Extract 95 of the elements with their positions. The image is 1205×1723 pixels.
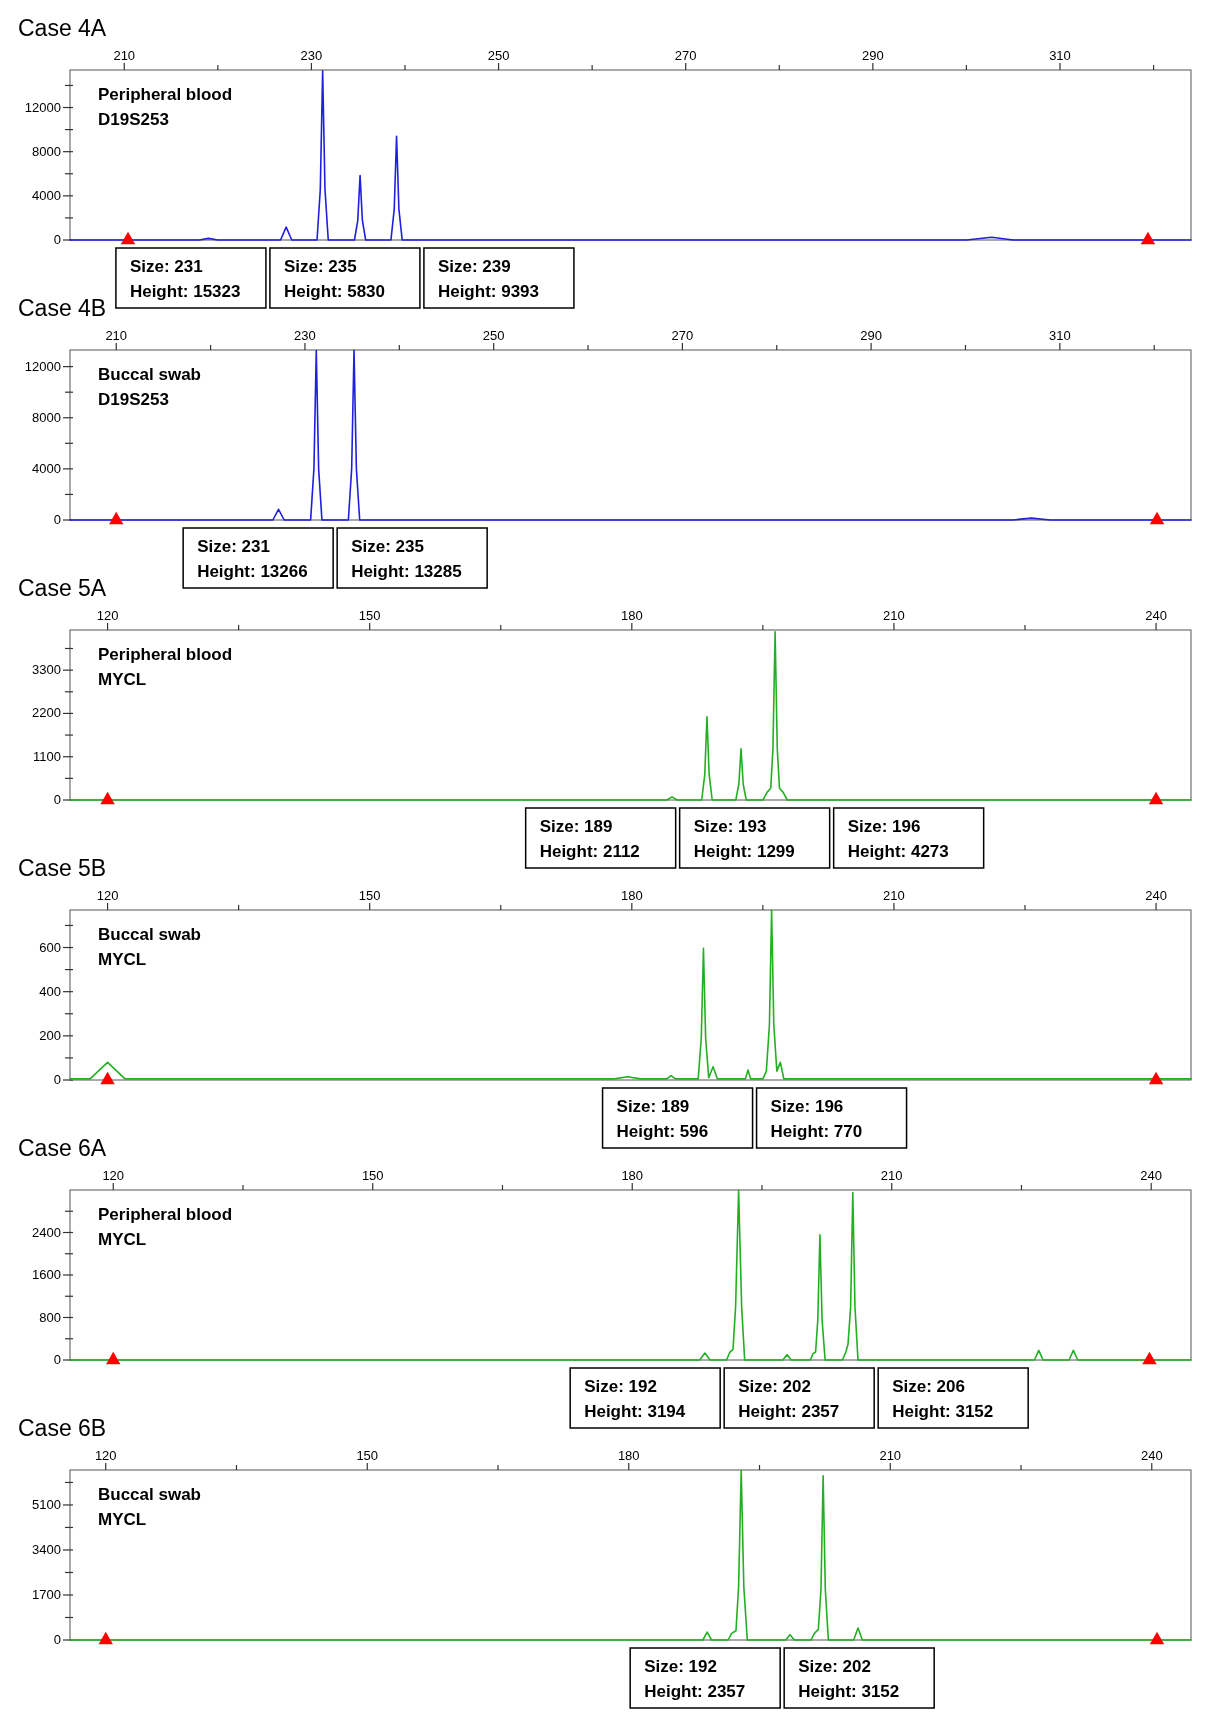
chart-title: Case 5A xyxy=(18,575,107,601)
line-series xyxy=(69,1469,1192,1641)
y-tick-label: 2200 xyxy=(32,705,61,721)
x-tick-label: 210 xyxy=(105,328,128,343)
y-tick-label: 1600 xyxy=(32,1267,61,1282)
x-tick-label: 120 xyxy=(102,1168,125,1183)
x-tick-label: 290 xyxy=(860,328,882,343)
text: Size: 235 Height: 5830 xyxy=(283,257,386,301)
x-tick-label: 240 xyxy=(1140,1448,1163,1463)
x-tick-label: 150 xyxy=(361,1168,384,1183)
text: Size: 202 Height: 3152 xyxy=(798,1657,900,1701)
text: Size: 196 Height: 770 xyxy=(770,1097,863,1141)
annotation: D19S253 xyxy=(98,390,169,409)
x-tick-label: 150 xyxy=(358,608,381,623)
chart-title: Case 6A xyxy=(18,1135,107,1161)
x-tick-label: 180 xyxy=(617,1448,640,1463)
annotation: D19S253 xyxy=(98,110,169,129)
y-tick-label: 2400 xyxy=(32,1224,61,1240)
y-tick-label: 12000 xyxy=(24,358,61,374)
annotation: MYCL xyxy=(98,670,147,689)
text: Size: 206 Height: 3152 xyxy=(892,1377,994,1421)
text: Size: 192 Height: 3194 xyxy=(584,1377,686,1421)
y-tick-label: 4000 xyxy=(32,187,61,203)
x-tick-label: 120 xyxy=(96,608,119,623)
annotation: Peripheral blood xyxy=(98,645,233,664)
y-tick-label: 12000 xyxy=(24,99,61,115)
annotation: Peripheral blood xyxy=(98,85,233,104)
text: Size: 192 Height: 2357 xyxy=(644,1657,746,1701)
x-tick-label: 180 xyxy=(620,888,643,903)
text: Size: 189 Height: 596 xyxy=(616,1097,709,1141)
chart-title: Case 5B xyxy=(18,855,107,881)
annotation: MYCL xyxy=(98,1230,147,1249)
y-tick-label: 600 xyxy=(39,939,61,955)
chart-title: Case 6B xyxy=(18,1415,107,1441)
x-tick-label: 270 xyxy=(674,48,697,63)
y-tick-label: 400 xyxy=(39,983,61,999)
text: Size: 235 Height: 13285 xyxy=(351,537,462,581)
x-tick-label: 230 xyxy=(300,48,323,63)
y-tick-label: 0 xyxy=(53,1632,61,1647)
text: Size: 239 Height: 9393 xyxy=(437,257,540,301)
x-tick-label: 240 xyxy=(1145,888,1167,903)
x-tick-label: 120 xyxy=(96,888,119,903)
y-tick-label: 0 xyxy=(53,232,61,247)
y-tick-label: 8000 xyxy=(32,143,61,159)
text: Size: 193 Height: 1299 xyxy=(693,817,795,861)
y-tick-label: 8000 xyxy=(32,409,61,425)
x-tick-label: 210 xyxy=(883,608,905,623)
line-series xyxy=(69,349,1192,521)
chart-title: Case 4A xyxy=(18,15,107,41)
line-series xyxy=(69,909,1192,1080)
y-tick-label: 800 xyxy=(39,1309,61,1325)
y-tick-label: 1700 xyxy=(32,1586,61,1602)
y-tick-label: 0 xyxy=(53,1072,61,1087)
annotation: MYCL xyxy=(98,950,147,969)
annotation: Buccal swab xyxy=(98,365,201,384)
text: Size: 231 Height: 13266 xyxy=(197,537,308,581)
x-tick-label: 240 xyxy=(1140,1168,1163,1183)
x-tick-label: 180 xyxy=(620,608,643,623)
x-tick-label: 250 xyxy=(487,48,510,63)
text: Size: 202 Height: 2357 xyxy=(738,1377,840,1421)
text: Size: 196 Height: 4273 xyxy=(847,817,949,861)
y-tick-label: 3300 xyxy=(32,662,61,678)
x-tick-label: 240 xyxy=(1145,608,1167,623)
text: Size: 189 Height: 2112 xyxy=(539,817,640,861)
x-tick-label: 310 xyxy=(1049,48,1071,63)
text: Size: 231 Height: 15323 xyxy=(129,257,241,301)
line-series xyxy=(69,631,1192,801)
annotation: Buccal swab xyxy=(98,925,201,944)
x-tick-label: 210 xyxy=(883,888,905,903)
y-tick-label: 0 xyxy=(53,1352,61,1367)
x-tick-label: 150 xyxy=(356,1448,379,1463)
y-tick-label: 0 xyxy=(53,512,61,527)
x-tick-label: 210 xyxy=(880,1168,903,1183)
annotation: Peripheral blood xyxy=(98,1205,233,1224)
y-tick-label: 0 xyxy=(53,792,61,807)
y-tick-label: 1100 xyxy=(33,748,61,764)
y-tick-label: 3400 xyxy=(32,1541,61,1557)
line-series xyxy=(69,1189,1192,1361)
y-tick-label: 4000 xyxy=(32,460,61,476)
x-tick-label: 210 xyxy=(879,1448,902,1463)
annotation: MYCL xyxy=(98,1510,147,1529)
x-tick-label: 230 xyxy=(294,328,316,343)
x-tick-label: 270 xyxy=(671,328,694,343)
x-tick-label: 310 xyxy=(1048,328,1071,343)
y-tick-label: 200 xyxy=(39,1027,61,1043)
annotation: Buccal swab xyxy=(98,1485,201,1504)
x-tick-label: 250 xyxy=(482,328,505,343)
x-tick-label: 150 xyxy=(358,888,381,903)
x-tick-label: 210 xyxy=(113,48,136,63)
x-tick-label: 120 xyxy=(94,1448,117,1463)
y-tick-label: 5100 xyxy=(32,1496,61,1512)
chart-title: Case 4B xyxy=(18,295,107,321)
line-series xyxy=(69,70,1192,241)
x-tick-label: 290 xyxy=(862,48,884,63)
x-tick-label: 180 xyxy=(621,1168,644,1183)
